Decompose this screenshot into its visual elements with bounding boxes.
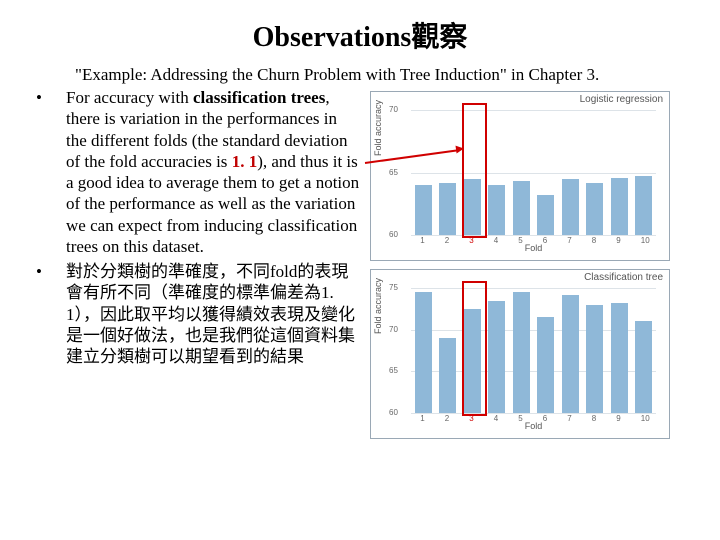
- classification-tree-chart: Classification tree Fold accuracy Fold 6…: [370, 269, 670, 439]
- page-title: Observations觀察: [30, 15, 690, 55]
- y-tick-label: 75: [389, 283, 398, 292]
- x-tick-label: 8: [592, 236, 596, 245]
- bar: [439, 183, 456, 236]
- bar: [537, 195, 554, 235]
- bar: [415, 292, 432, 413]
- gridline: [411, 173, 656, 174]
- x-tick-label: 1: [420, 236, 424, 245]
- y-tick-label: 65: [389, 366, 398, 375]
- bullet-1: • For accuracy with classification trees…: [30, 87, 360, 257]
- y-axis-label: Fold accuracy: [373, 100, 383, 156]
- bar: [611, 178, 628, 236]
- bar: [439, 338, 456, 413]
- bar: [513, 181, 530, 235]
- y-tick-label: 70: [389, 325, 398, 334]
- y-tick-label: 60: [389, 230, 398, 239]
- bar: [611, 303, 628, 413]
- gridline: [411, 110, 656, 111]
- x-tick-label: 4: [494, 236, 498, 245]
- x-tick-label: 9: [616, 236, 620, 245]
- bar: [415, 185, 432, 235]
- plot-area: Fold 6065707512345678910: [411, 288, 656, 413]
- charts-column: Logistic regression Fold accuracy Fold 6…: [370, 87, 690, 447]
- x-tick-label: 7: [567, 414, 571, 423]
- x-tick-label: 7: [567, 236, 571, 245]
- x-tick-label: 4: [494, 414, 498, 423]
- bar: [586, 183, 603, 236]
- content-area: • For accuracy with classification trees…: [30, 87, 690, 447]
- bar: [562, 295, 579, 413]
- chart-title: Logistic regression: [580, 94, 663, 105]
- bar: [488, 185, 505, 235]
- subtitle: "Example: Addressing the Churn Problem w…: [75, 65, 690, 85]
- bar: [537, 317, 554, 413]
- x-tick-label: 6: [543, 414, 547, 423]
- bullet-marker: •: [30, 261, 66, 367]
- x-tick-label: 9: [616, 414, 620, 423]
- x-tick-label: 6: [543, 236, 547, 245]
- bullet-2: • 對於分類樹的準確度，不同fold的表現會有所不同（準確度的標準偏差為1. 1…: [30, 261, 360, 367]
- text-column: • For accuracy with classification trees…: [30, 87, 360, 447]
- bar: [488, 301, 505, 414]
- bullet-2-text: 對於分類樹的準確度，不同fold的表現會有所不同（準確度的標準偏差為1. 1），…: [66, 261, 360, 367]
- arrow-head: [455, 144, 464, 153]
- y-axis-label: Fold accuracy: [373, 278, 383, 334]
- bullet-1-text: For accuracy with classification trees, …: [66, 87, 360, 257]
- y-tick-label: 60: [389, 408, 398, 417]
- x-tick-label: 2: [445, 414, 449, 423]
- chart-title: Classification tree: [584, 272, 663, 283]
- x-tick-label: 5: [518, 414, 522, 423]
- y-tick-label: 65: [389, 168, 398, 177]
- bar: [513, 292, 530, 413]
- x-tick-label: 5: [518, 236, 522, 245]
- y-tick-label: 70: [389, 105, 398, 114]
- x-tick-label: 8: [592, 414, 596, 423]
- x-tick-label: 2: [445, 236, 449, 245]
- bar: [635, 176, 652, 235]
- bar: [562, 179, 579, 235]
- x-tick-label: 10: [641, 236, 650, 245]
- bar: [635, 321, 652, 413]
- bullet-marker: •: [30, 87, 66, 257]
- x-tick-label: 10: [641, 414, 650, 423]
- x-tick-label: 1: [420, 414, 424, 423]
- highlight-box: [462, 281, 487, 416]
- gridline: [411, 288, 656, 289]
- plot-area: Fold 60657012345678910: [411, 110, 656, 235]
- bar: [586, 305, 603, 413]
- highlight-box: [462, 103, 487, 238]
- logistic-regression-chart: Logistic regression Fold accuracy Fold 6…: [370, 91, 670, 261]
